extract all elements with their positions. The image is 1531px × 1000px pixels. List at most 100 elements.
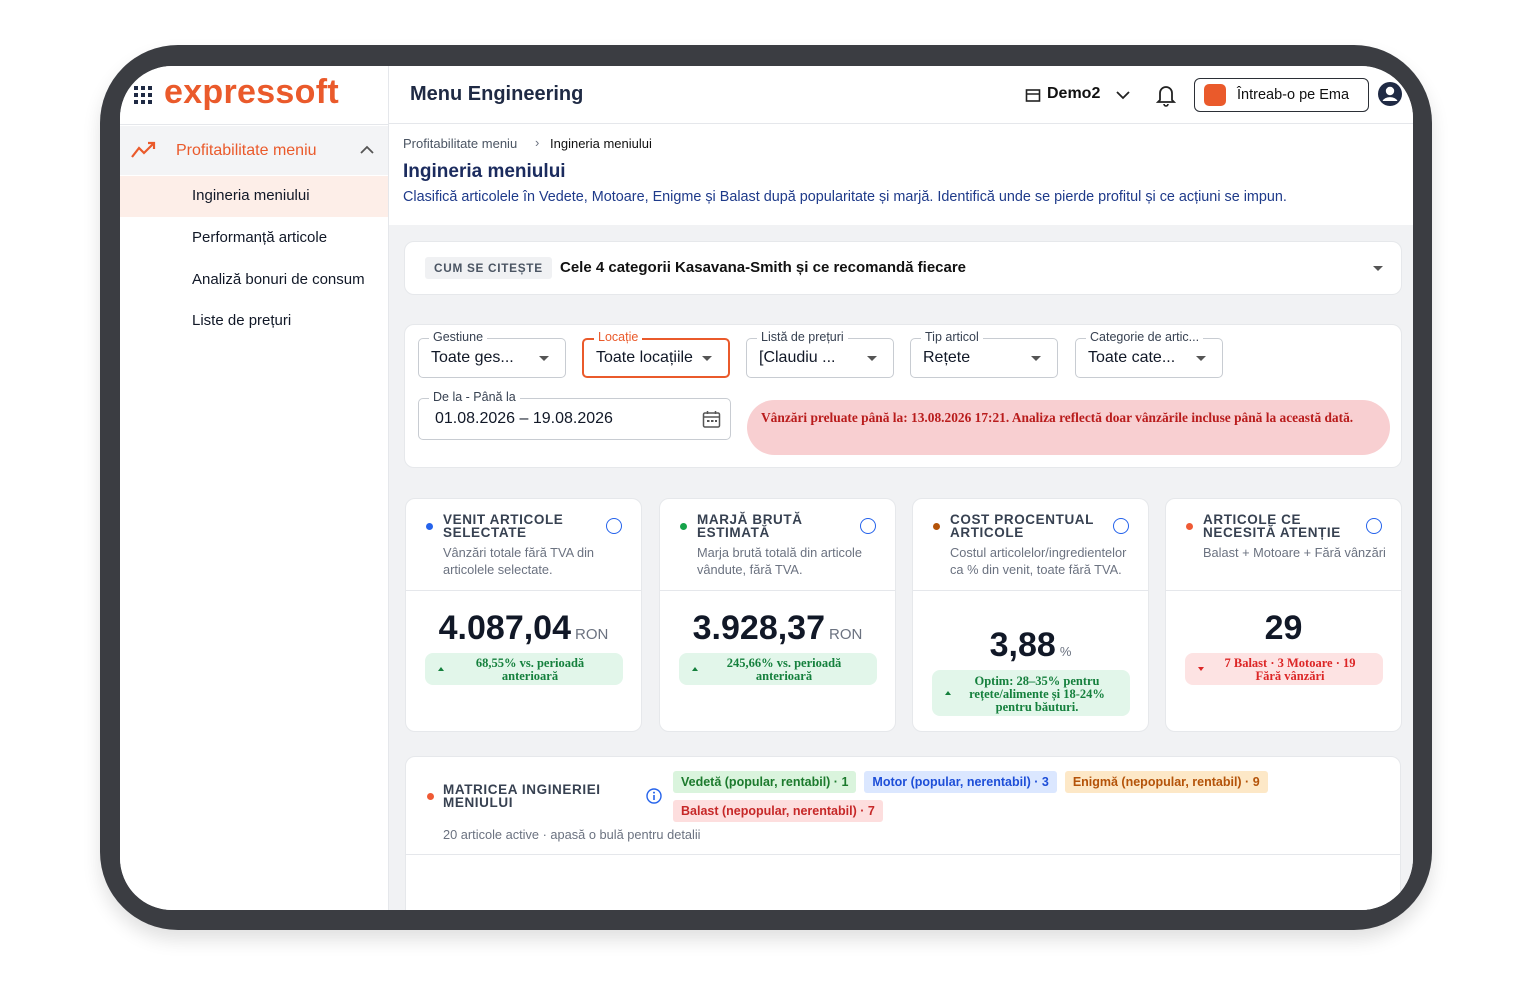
kpi-unit: RON	[575, 626, 609, 643]
user-icon[interactable]	[1377, 81, 1403, 107]
info-icon[interactable]	[606, 518, 622, 534]
workspace[interactable]: Demo2	[1047, 85, 1101, 102]
status-dot	[933, 523, 940, 530]
status-dot	[426, 523, 433, 530]
trend-up-icon	[945, 691, 951, 695]
filter-value: 01.08.2026 – 19.08.2026	[435, 410, 613, 427]
trend-icon	[131, 141, 156, 158]
filter-value: Toate cate...	[1088, 349, 1176, 366]
kpi-value: 3,88	[989, 626, 1056, 664]
dropdown-icon	[1116, 91, 1130, 100]
legend-chip[interactable]: Motor (popular, nerentabil) · 3	[864, 771, 1057, 793]
top-bar: Menu Engineering Demo2 Întreab-o pe Ema	[389, 66, 1413, 124]
app-title: Menu Engineering	[410, 83, 584, 105]
logo: expressoft	[164, 73, 339, 111]
divider	[660, 590, 895, 591]
filter-label: Categorie de artic...	[1086, 330, 1204, 344]
date-range[interactable]: De la - Până la 01.08.2026 – 19.08.2026	[418, 390, 731, 440]
menu-section[interactable]: Profitabilitate meniu	[120, 126, 388, 175]
divider	[1166, 590, 1401, 591]
kpi-note: 68,55% vs. perioadă anterioară	[425, 653, 623, 685]
menu-item[interactable]: Analiză bonuri de consum	[192, 271, 365, 288]
matrix-title: MATRICEA INGINERIEI MENIULUI	[443, 782, 601, 810]
legend-chip[interactable]: Enigmă (nepopular, rentabil) · 9	[1064, 771, 1268, 793]
filter-label: De la - Până la	[429, 390, 520, 404]
collapse-icon	[360, 145, 374, 154]
select-field[interactable]: Categorie de artic... Toate cate...	[1075, 330, 1223, 378]
page-header: Profitabilitate meniu › Ingineria meniul…	[389, 125, 1413, 225]
kpi-note: 7 Balast · 3 Motoare · 19 Fără vânzări	[1185, 653, 1383, 685]
kpi-subtitle: Balast + Motoare + Fără vânzări	[1203, 545, 1386, 560]
sidebar: expressoft Profitabilitate meniu Inginer…	[120, 66, 389, 910]
menu-item[interactable]: Ingineria meniului	[192, 187, 310, 204]
dropdown-caret	[1031, 356, 1041, 361]
select-field[interactable]: Tip articol Rețete	[910, 330, 1058, 378]
kpi-note-text: Optim: 28–35% pentru rețete/alimente și …	[969, 673, 1105, 714]
kpi-note-text: 68,55% vs. perioadă anterioară	[475, 656, 585, 683]
kpi-value: 4.087,04	[438, 609, 571, 647]
kpi-value-row: 29	[1166, 609, 1401, 648]
screen: expressoft Profitabilitate meniu Inginer…	[120, 66, 1413, 910]
calendar-icon	[702, 411, 721, 428]
filter-label: Listă de prețuri	[757, 330, 848, 344]
kpi-card: COST PROCENTUAL ARTICOLE Costul articolel…	[912, 498, 1149, 732]
kpi-note: 245,66% vs. perioadă anterioară	[679, 653, 877, 685]
guide-accordion[interactable]: CUM SE CITEȘTE Cele 4 categorii Kasavana…	[404, 241, 1402, 295]
dropdown-caret	[539, 356, 549, 361]
matrix-legend: Vedetă (popular, rentabil) · 1 Motor (pop…	[673, 771, 1291, 822]
info-icon[interactable]	[1366, 518, 1382, 534]
kpi-unit: %	[1059, 644, 1072, 659]
divider	[120, 124, 388, 125]
menu-item[interactable]: Performanță articole	[192, 229, 328, 246]
filter-value: Rețete	[923, 349, 971, 366]
info-icon[interactable]	[860, 518, 876, 534]
assistant-button[interactable]: Întreab-o pe Ema	[1194, 78, 1369, 112]
status-dot	[680, 523, 687, 530]
kpi-title: COST PROCENTUAL ARTICOLE	[950, 512, 1094, 540]
trend-down-icon	[1198, 667, 1204, 671]
matrix-card: MATRICEA INGINERIEI MENIULUI 20 articole…	[405, 756, 1401, 910]
kpi-title: VENIT ARTICOLE SELECTATE	[443, 512, 564, 540]
bell-icon[interactable]	[1156, 83, 1176, 107]
select-field[interactable]: Gestiune Toate ges...	[418, 330, 566, 378]
kpi-subtitle: Vânzări totale fără TVA din articolele s…	[443, 545, 595, 577]
kpi-subtitle: Costul articolelor/ingredientelor ca % d…	[950, 545, 1127, 577]
trend-up-icon	[438, 667, 444, 671]
select-field[interactable]: Listă de prețuri [Claudiu ...	[746, 330, 894, 378]
info-icon[interactable]	[1113, 518, 1129, 534]
kpi-value: 29	[1264, 609, 1303, 647]
kpi-card: MARJĂ BRUTĂ ESTIMATĂ Marja brută totală d…	[659, 498, 896, 732]
divider	[406, 854, 1400, 855]
dropdown-caret	[1196, 356, 1206, 361]
section-label: Profitabilitate meniu	[176, 142, 317, 159]
kpi-card: ARTICOLE CE NECESITĂ ATENȚIE Balast + Mot…	[1165, 498, 1402, 732]
filter-label: Gestiune	[429, 330, 488, 344]
kpi-note-text: 7 Balast · 3 Motoare · 19 Fără vânzări	[1224, 656, 1356, 683]
divider	[406, 590, 641, 591]
kpi-unit: RON	[829, 626, 863, 643]
legend-chip[interactable]: Vedetă (popular, rentabil) · 1	[673, 771, 857, 793]
status-dot	[427, 793, 434, 800]
filter-value: Toate ges...	[431, 349, 514, 366]
menu-item[interactable]: Liste de prețuri	[192, 312, 292, 329]
filter-value: [Claudiu ...	[759, 349, 836, 366]
kpi-title: MARJĂ BRUTĂ ESTIMATĂ	[697, 512, 803, 540]
assistant-label: Întreab-o pe Ema	[1237, 87, 1350, 103]
store-icon	[1025, 89, 1041, 102]
divider	[913, 590, 1148, 591]
breadcrumb-separator: ›	[535, 135, 540, 150]
guide-tag: CUM SE CITEȘTE	[425, 257, 552, 279]
kpi-value-row: 4.087,04 RON	[406, 609, 641, 648]
breadcrumb[interactable]: Profitabilitate meniu	[403, 136, 518, 151]
info-icon[interactable]	[646, 788, 662, 804]
kpi-subtitle: Marja brută totală din articole vândute,…	[697, 545, 863, 577]
filters-card: De la - Până la 01.08.2026 – 19.08.2026 …	[404, 324, 1402, 468]
apps-icon[interactable]	[133, 85, 153, 105]
legend-chip[interactable]: Balast (nepopular, nerentabil) · 7	[673, 800, 883, 822]
kpi-value: 3.928,37	[692, 609, 825, 647]
matrix-subtitle: 20 articole active · apasă o bulă pentru…	[443, 827, 701, 842]
select-field[interactable]: Locație Toate locațiile	[582, 330, 730, 378]
active-item-bg	[120, 176, 388, 217]
trend-up-icon	[692, 667, 698, 671]
